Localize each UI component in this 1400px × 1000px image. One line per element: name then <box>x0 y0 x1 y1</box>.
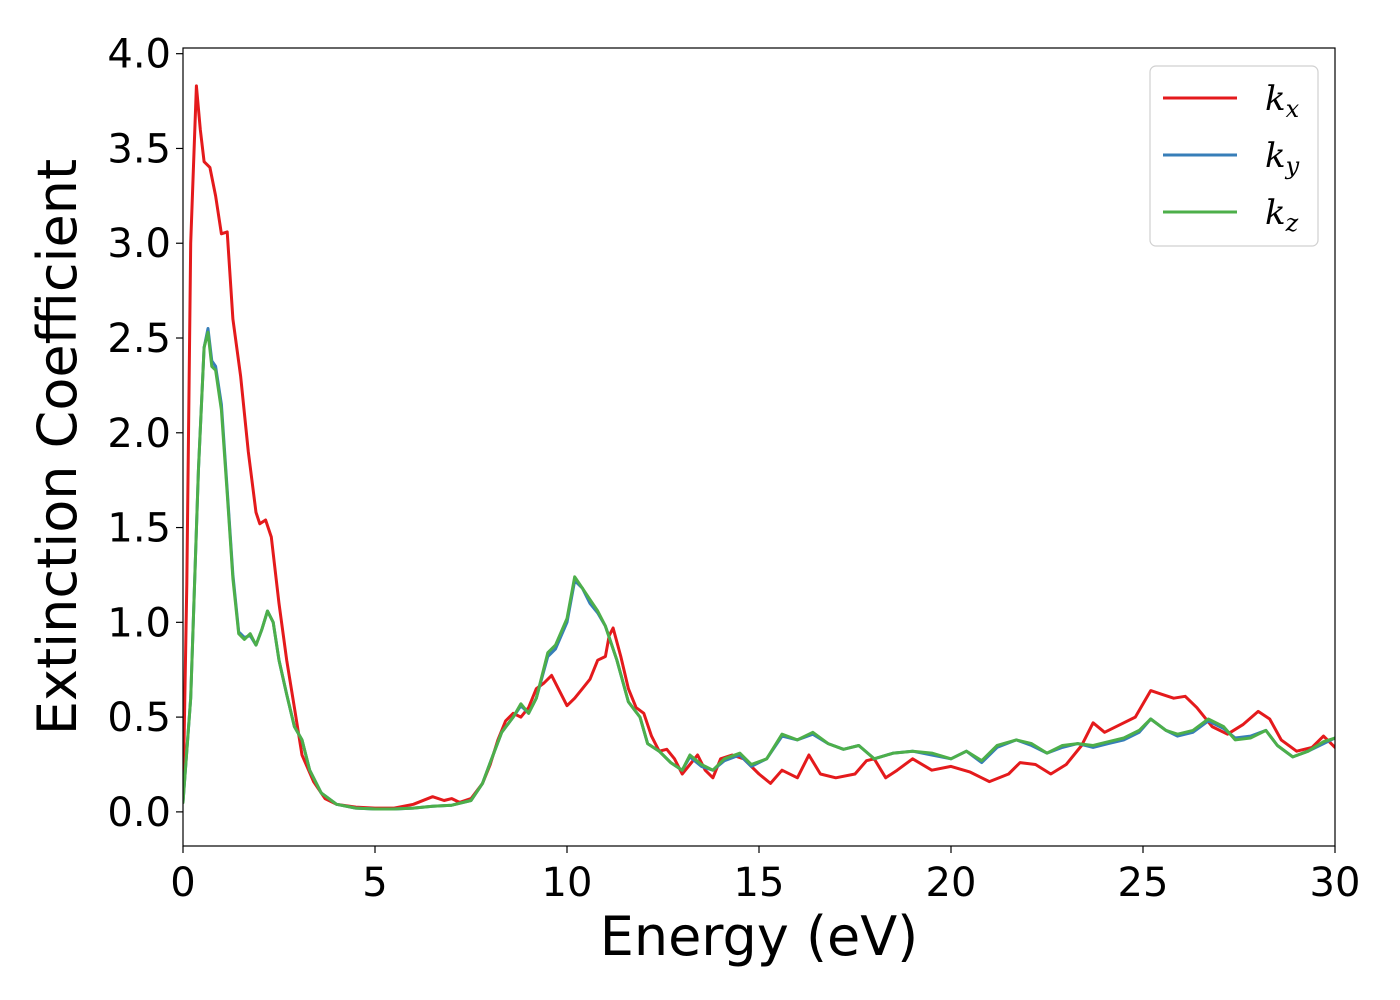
y-tick-label: 1.0 <box>107 600 171 646</box>
x-tick-label: 25 <box>1118 860 1169 906</box>
x-tick-label: 0 <box>170 860 195 906</box>
x-tick-label: 30 <box>1310 860 1361 906</box>
legend-label-y: ky <box>1265 136 1300 180</box>
y-tick-label: 0.0 <box>107 790 171 836</box>
x-axis: 0 5 10 15 20 25 30 <box>170 846 1360 906</box>
series-layer <box>183 84 1335 811</box>
y-tick-label: 3.5 <box>107 126 171 172</box>
y-tick-label: 0.5 <box>107 695 171 741</box>
x-tick-label: 10 <box>542 860 593 906</box>
legend-label-z: kz <box>1265 193 1299 237</box>
y-tick-label: 2.5 <box>107 316 171 362</box>
x-tick-label: 20 <box>926 860 977 906</box>
y-axis: 0.0 0.5 1.0 1.5 2.0 2.5 3.0 3.5 4.0 <box>107 32 183 836</box>
y-tick-label: 1.5 <box>107 506 171 552</box>
x-tick-label: 5 <box>362 860 387 906</box>
y-tick-label: 3.0 <box>107 221 171 267</box>
y-tick-label: 4.0 <box>107 32 171 78</box>
legend-label-x: kx <box>1265 79 1300 123</box>
x-axis-title: Energy (eV) <box>600 905 919 968</box>
series-line-x <box>183 84 1335 810</box>
series-line-z <box>183 330 1335 811</box>
y-axis-title: Extinction Coefficient <box>26 159 89 735</box>
legend: kx ky kz <box>1149 65 1319 247</box>
x-tick-label: 15 <box>734 860 785 906</box>
y-tick-label: 2.0 <box>107 411 171 457</box>
